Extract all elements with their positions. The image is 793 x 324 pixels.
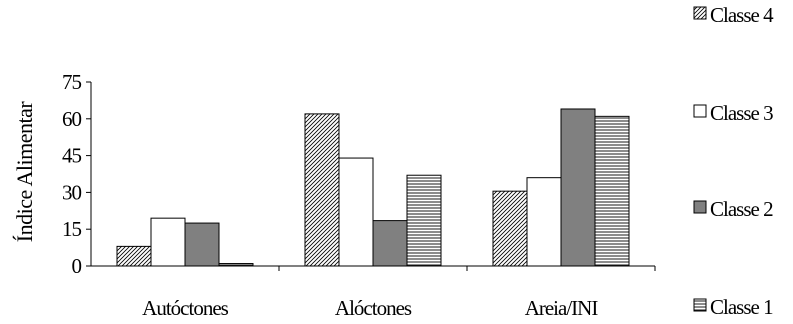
legend: Classe 4 Classe 3 Classe 2 Classe 1: [693, 3, 775, 319]
y-axis-ticks: 0 15 30 45 60 75: [62, 70, 91, 278]
x-axis-labels: Autóctones Alóctones Areia/INI: [142, 266, 656, 320]
bar: [492, 190, 528, 267]
bar: [116, 245, 152, 267]
bar: [372, 220, 408, 267]
y-tick-label: 15: [62, 217, 82, 241]
y-tick-label: 30: [62, 180, 82, 204]
category-label: Autóctones: [142, 296, 228, 320]
bar: [150, 217, 186, 267]
legend-label: Classe 4: [710, 3, 774, 27]
y-tick-label: 75: [62, 70, 82, 94]
bar: [560, 108, 596, 267]
bar: [526, 177, 562, 267]
category-label: Alóctones: [335, 296, 412, 320]
legend-swatch: [693, 200, 707, 214]
y-tick-label: 0: [72, 254, 82, 278]
y-axis-title: Índice Alimentar: [12, 101, 37, 243]
y-tick-label: 60: [62, 107, 82, 131]
legend-swatch: [693, 298, 707, 312]
bars: [116, 108, 630, 267]
category-label: Areia/INI: [525, 296, 599, 320]
bar: [406, 174, 442, 267]
legend-swatch: [693, 104, 707, 118]
bar: [338, 157, 374, 267]
legend-label: Classe 3: [710, 101, 773, 125]
bar: [218, 263, 254, 267]
bar: [594, 115, 630, 267]
bar: [304, 113, 340, 267]
y-tick-label: 45: [62, 144, 82, 168]
legend-label: Classe 1: [710, 295, 773, 319]
legend-swatch: [693, 6, 707, 20]
bar: [184, 222, 220, 267]
legend-label: Classe 2: [710, 197, 773, 221]
